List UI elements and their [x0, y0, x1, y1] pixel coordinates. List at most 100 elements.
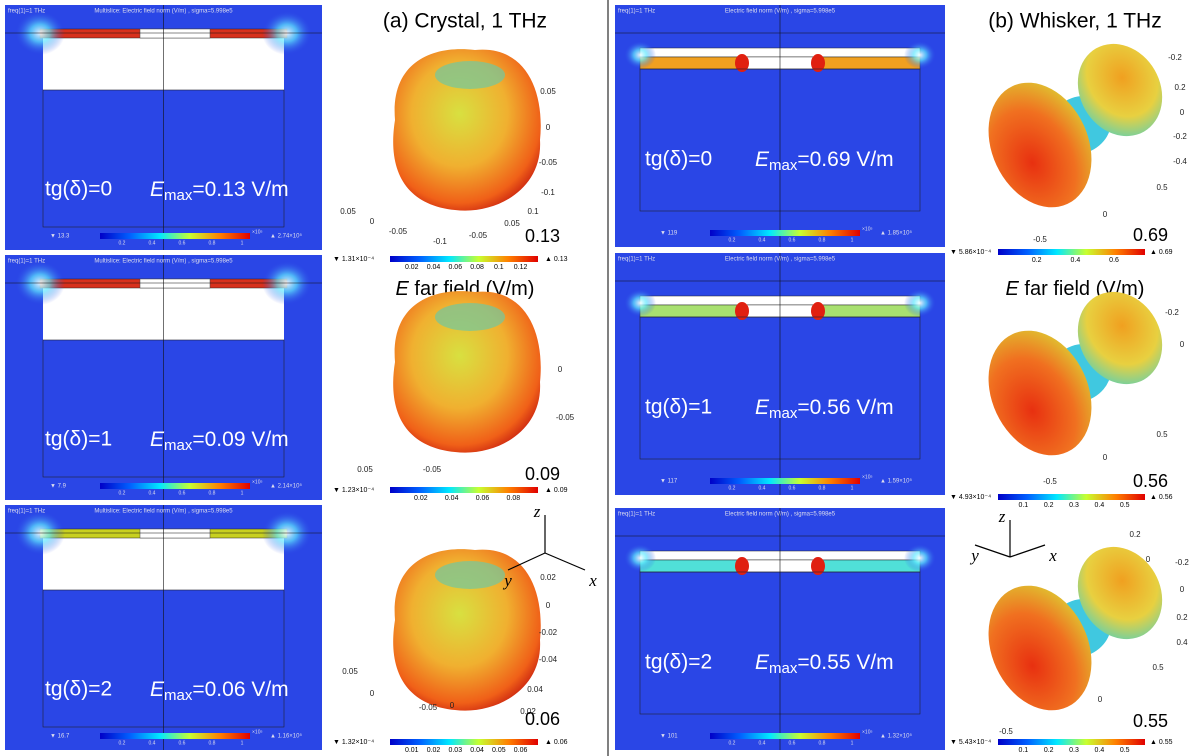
colorbar-tick: 0.3 [1069, 747, 1079, 754]
sim-scale-tick: 1 [851, 740, 854, 746]
axis-tick-label: 0.2 [1176, 613, 1188, 622]
colorbar-tick: 0.08 [470, 264, 484, 271]
colorbar-tick: 0.03 [448, 747, 462, 754]
triad-axis [545, 553, 585, 570]
sim-freq: freq(1)=1 THz [8, 9, 45, 15]
emax-sub: max [769, 660, 798, 677]
colorbar-max: ▲ 0.13 [545, 256, 568, 263]
axis-tick-label: 0.5 [1156, 183, 1168, 192]
emax-symbol: E [150, 428, 165, 451]
sim-scale-tick: 0.2 [119, 490, 126, 496]
sim-scale-min: ▼ 13.3 [50, 234, 70, 240]
axis-tick-label: 0 [546, 601, 551, 610]
far-field-max: 0.69 [1133, 225, 1168, 245]
colorbar-tick: 0.5 [1120, 747, 1130, 754]
sim-scale-tick: 1 [851, 485, 854, 491]
axis-tick-label: 0.5 [1152, 663, 1164, 672]
colorbar-tick: 0.04 [445, 495, 459, 502]
axis-tick-label: 0.05 [504, 219, 520, 228]
far-colorbar [998, 739, 1145, 745]
sim-colorbar [710, 230, 860, 236]
emax-text: =0.69 V/m [797, 148, 893, 171]
sim-scale-min: ▼ 101 [660, 734, 678, 740]
hotspot [904, 41, 936, 69]
axis-tick-label: 0.4 [1176, 638, 1188, 647]
colorbar-tick: 0.04 [427, 264, 441, 271]
axis-tick-label: 0.05 [342, 667, 358, 676]
sim-scale-tick: 0.8 [209, 740, 216, 746]
sim-scale-tick: 0.6 [789, 237, 796, 243]
sim-colorbar [710, 733, 860, 739]
sim-desc: Multislice: Electric field norm (V/m) , … [94, 9, 233, 15]
emax-sub: max [164, 687, 193, 704]
panel-title: (b) Whisker, 1 THz [988, 10, 1161, 33]
figure: (a) Crystal, 1 THzE far field (V/m)freq(… [0, 0, 1204, 756]
far-field-max: 0.55 [1133, 711, 1168, 731]
colorbar-tick: 0.3 [1069, 502, 1079, 509]
sim-scale-tick: 0.2 [119, 240, 126, 246]
sim-scale-exp: ×10⁵ [862, 729, 873, 735]
triad-label: y [502, 571, 512, 590]
sim-scale-tick: 0.4 [149, 490, 156, 496]
sim-desc: Electric field norm (V/m) , sigma=5.998e… [725, 9, 836, 15]
sim-colorbar [100, 733, 250, 739]
colorbar-tick: 0.06 [514, 747, 528, 754]
sim-scale-tick: 0.4 [759, 740, 766, 746]
sim-scale-max: ▲ 2.14×10⁵ [270, 483, 302, 490]
sim-scale-tick: 1 [241, 490, 244, 496]
colorbar-max: ▲ 0.55 [1150, 739, 1173, 746]
colorbar-tick: 0.08 [507, 495, 521, 502]
panel-title: (a) Crystal, 1 THz [383, 10, 547, 33]
colorbar-tick: 0.06 [448, 264, 462, 271]
emax-symbol: E [755, 651, 770, 674]
emax-symbol: E [150, 178, 165, 201]
gap [140, 529, 210, 538]
sim-scale-tick: 0.6 [789, 485, 796, 491]
emax-text: =0.55 V/m [797, 651, 893, 674]
colorbar-tick: 0.4 [1095, 502, 1105, 509]
sim-scale-max: ▲ 1.32×10⁵ [880, 733, 912, 740]
emax-sub: max [164, 187, 193, 204]
hotspot [904, 544, 936, 572]
axis-tick-label: -0.5 [1033, 235, 1047, 244]
axis-tick-label: -0.2 [1168, 53, 1182, 62]
triad-label: y [969, 546, 979, 565]
axis-tick-label: -0.04 [539, 655, 558, 664]
loss-tangent: tg(δ)=0 [45, 178, 112, 201]
axis-tick-label: 0 [450, 701, 455, 710]
colorbar-tick: 0.2 [1044, 747, 1054, 754]
sim-freq: freq(1)=1 THz [618, 512, 655, 518]
sim-scale-tick: 0.4 [149, 240, 156, 246]
sim-scale-min: ▼ 7.9 [50, 484, 67, 490]
sim-scale-tick: 0.6 [179, 740, 186, 746]
loss-tangent: tg(δ)=0 [645, 148, 712, 171]
sim-desc: Electric field norm (V/m) , sigma=5.998e… [725, 512, 836, 518]
sim-scale-exp: ×10⁵ [252, 479, 263, 485]
sim-scale-exp: ×10⁵ [862, 226, 873, 232]
axis-tick-label: -0.2 [1165, 308, 1179, 317]
colorbar-tick: 0.4 [1095, 747, 1105, 754]
colorbar-min: ▼ 4.93×10⁻⁴ [950, 494, 991, 501]
axis-tick-label: 0.05 [340, 207, 356, 216]
sim-colorbar [100, 233, 250, 239]
sim-scale-tick: 0.2 [729, 740, 736, 746]
far-colorbar [998, 494, 1145, 500]
triad-label: x [1048, 546, 1057, 565]
axis-tick-label: 0.02 [540, 573, 556, 582]
axis-tick-label: -0.05 [423, 465, 442, 474]
emax-text: =0.06 V/m [192, 678, 288, 701]
hotspot [624, 41, 656, 69]
loss-tangent: tg(δ)=2 [45, 678, 112, 701]
sim-scale-tick: 0.8 [819, 237, 826, 243]
hotspot [904, 289, 936, 317]
emax-text: =0.09 V/m [192, 428, 288, 451]
colorbar-min: ▼ 1.32×10⁻⁴ [333, 739, 374, 746]
colorbar-tick: 0.4 [1071, 257, 1081, 264]
axis-tick-label: -0.5 [1043, 477, 1057, 486]
colorbar-tick: 0.2 [1044, 502, 1054, 509]
axis-tick-label: 0.1 [527, 207, 539, 216]
axis-tick-label: -0.1 [541, 188, 555, 197]
sim-scale-tick: 0.6 [789, 740, 796, 746]
colorbar-tick: 0.5 [1120, 502, 1130, 509]
colorbar-tick: 0.02 [414, 495, 428, 502]
